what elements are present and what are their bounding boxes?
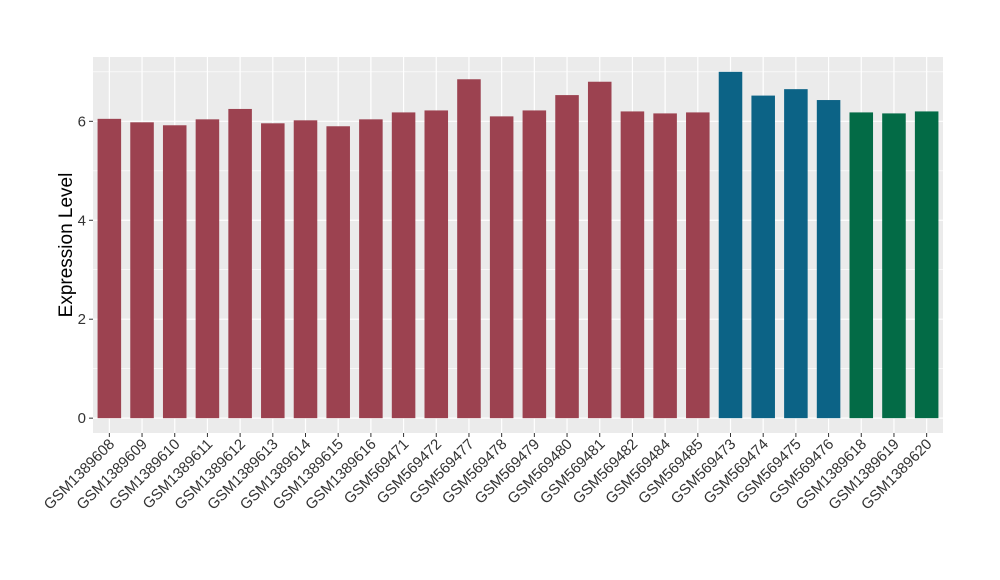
bar-GSM569482: [620, 111, 645, 419]
x-axis: GSM1389608GSM1389609GSM1389610GSM1389611…: [41, 433, 935, 513]
bar-GSM569484: [653, 113, 677, 419]
bar-GSM569475: [784, 89, 808, 419]
bar-GSM1389616: [359, 119, 383, 419]
y-tick-label: 0: [78, 410, 86, 427]
bar-GSM1389620: [914, 111, 939, 419]
bar-GSM1389619: [882, 113, 906, 419]
y-tick-label: 4: [78, 212, 86, 229]
bar-GSM569478: [489, 116, 514, 419]
y-tick-label: 6: [78, 113, 86, 130]
bar-GSM1389618: [849, 112, 874, 419]
bar-GSM569485: [686, 112, 710, 419]
bars: [97, 71, 939, 419]
bar-GSM569474: [751, 95, 775, 419]
bar-GSM1389611: [195, 119, 220, 419]
bar-GSM569473: [718, 71, 743, 419]
bar-GSM1389615: [326, 126, 350, 419]
y-axis: 0 2 4 6: [78, 113, 93, 427]
bar-GSM569480: [555, 95, 579, 419]
bar-GSM1389613: [261, 123, 285, 419]
bar-GSM569476: [816, 100, 841, 419]
bar-GSM569481: [587, 81, 612, 419]
bar-GSM1389614: [293, 120, 318, 419]
bar-GSM569477: [457, 79, 481, 419]
bar-GSM1389609: [130, 122, 154, 419]
bar-GSM1389608: [97, 118, 122, 419]
bar-GSM569471: [391, 112, 416, 419]
y-axis-title: Expression Level: [56, 173, 77, 318]
y-tick-label: 2: [78, 311, 86, 328]
bar-GSM569479: [522, 110, 547, 419]
bar-GSM1389610: [162, 125, 187, 419]
bar-GSM569472: [424, 110, 449, 419]
bar-GSM1389612: [228, 108, 252, 419]
plot-panel: [93, 57, 943, 433]
